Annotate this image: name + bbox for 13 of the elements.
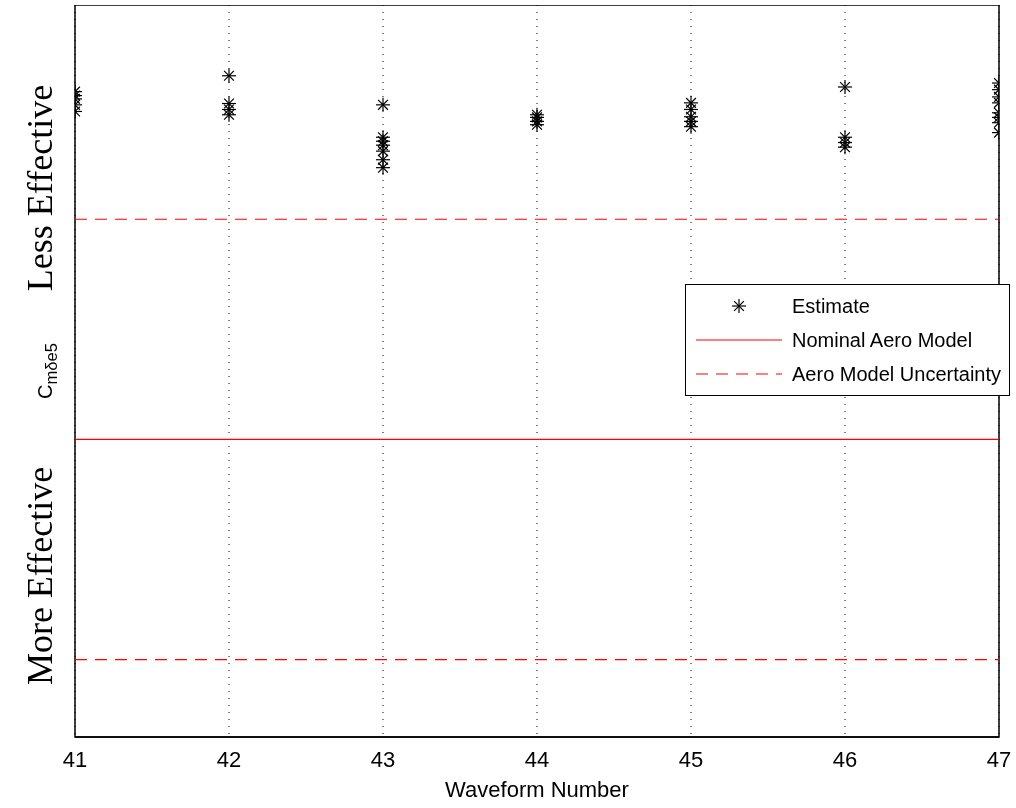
x-tick-label: 47 — [986, 746, 1012, 772]
x-axis-title: Waveform Number — [445, 777, 629, 802]
x-tick-label: 43 — [370, 746, 396, 772]
x-tick-label: 44 — [524, 746, 550, 772]
text: Less Effective — [19, 84, 61, 292]
legend-label: Estimate — [792, 294, 870, 318]
text: More Effective — [19, 466, 61, 686]
legend-label: Aero Model Uncertainty — [792, 362, 1001, 386]
legend-label: Nominal Aero Model — [792, 328, 973, 352]
x-tick-label: 42 — [216, 746, 242, 772]
x-tick-label: 46 — [832, 746, 858, 772]
x-tick-label: 41 — [62, 746, 88, 772]
x-tick-label: 45 — [678, 746, 704, 772]
